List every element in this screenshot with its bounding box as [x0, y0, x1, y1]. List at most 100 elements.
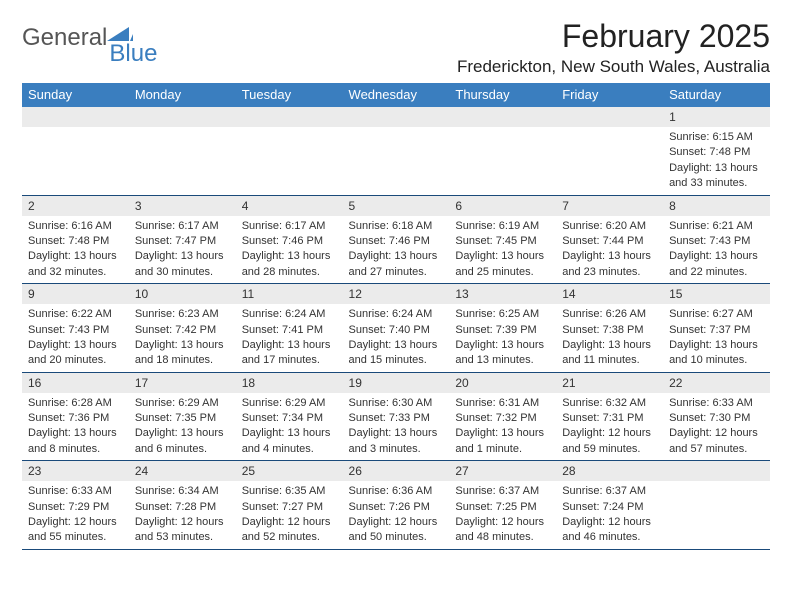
calendar-cell — [343, 107, 450, 196]
sunset-text: Sunset: 7:40 PM — [349, 323, 444, 338]
calendar-cell: 4Sunrise: 6:17 AMSunset: 7:46 PMDaylight… — [236, 195, 343, 284]
day-header: Tuesday — [236, 83, 343, 107]
empty-daynum — [556, 107, 663, 127]
calendar-week: 1Sunrise: 6:15 AMSunset: 7:48 PMDaylight… — [22, 107, 770, 196]
calendar-cell: 8Sunrise: 6:21 AMSunset: 7:43 PMDaylight… — [663, 195, 770, 284]
sunrise-text: Sunrise: 6:35 AM — [242, 484, 337, 499]
calendar-cell — [22, 107, 129, 196]
sunrise-text: Sunrise: 6:37 AM — [562, 484, 657, 499]
calendar-cell: 2Sunrise: 6:16 AMSunset: 7:48 PMDaylight… — [22, 195, 129, 284]
sunrise-text: Sunrise: 6:16 AM — [28, 219, 123, 234]
calendar-cell: 9Sunrise: 6:22 AMSunset: 7:43 PMDaylight… — [22, 284, 129, 373]
empty-daynum — [663, 461, 770, 481]
sunset-text: Sunset: 7:46 PM — [242, 234, 337, 249]
calendar-cell: 14Sunrise: 6:26 AMSunset: 7:38 PMDayligh… — [556, 284, 663, 373]
daylight-text: Daylight: 13 hours and 15 minutes. — [349, 338, 444, 369]
daylight-text: Daylight: 13 hours and 10 minutes. — [669, 338, 764, 369]
day-number: 7 — [556, 196, 663, 216]
sunset-text: Sunset: 7:26 PM — [349, 500, 444, 515]
day-detail: Sunrise: 6:20 AMSunset: 7:44 PMDaylight:… — [556, 216, 663, 284]
calendar-cell: 13Sunrise: 6:25 AMSunset: 7:39 PMDayligh… — [449, 284, 556, 373]
calendar-week: 9Sunrise: 6:22 AMSunset: 7:43 PMDaylight… — [22, 284, 770, 373]
day-header: Thursday — [449, 83, 556, 107]
daylight-text: Daylight: 13 hours and 8 minutes. — [28, 426, 123, 457]
sunrise-text: Sunrise: 6:32 AM — [562, 396, 657, 411]
daylight-text: Daylight: 13 hours and 33 minutes. — [669, 161, 764, 192]
day-number: 24 — [129, 461, 236, 481]
calendar-cell: 5Sunrise: 6:18 AMSunset: 7:46 PMDaylight… — [343, 195, 450, 284]
day-detail: Sunrise: 6:36 AMSunset: 7:26 PMDaylight:… — [343, 481, 450, 549]
day-detail: Sunrise: 6:33 AMSunset: 7:29 PMDaylight:… — [22, 481, 129, 549]
calendar-body: 1Sunrise: 6:15 AMSunset: 7:48 PMDaylight… — [22, 107, 770, 550]
daylight-text: Daylight: 13 hours and 30 minutes. — [135, 249, 230, 280]
daylight-text: Daylight: 12 hours and 53 minutes. — [135, 515, 230, 546]
daylight-text: Daylight: 13 hours and 28 minutes. — [242, 249, 337, 280]
daylight-text: Daylight: 12 hours and 57 minutes. — [669, 426, 764, 457]
sunset-text: Sunset: 7:41 PM — [242, 323, 337, 338]
calendar-week: 2Sunrise: 6:16 AMSunset: 7:48 PMDaylight… — [22, 195, 770, 284]
day-header: Wednesday — [343, 83, 450, 107]
daylight-text: Daylight: 13 hours and 11 minutes. — [562, 338, 657, 369]
day-detail: Sunrise: 6:17 AMSunset: 7:46 PMDaylight:… — [236, 216, 343, 284]
sunrise-text: Sunrise: 6:33 AM — [669, 396, 764, 411]
day-detail: Sunrise: 6:26 AMSunset: 7:38 PMDaylight:… — [556, 304, 663, 372]
logo-word2: Blue — [109, 40, 157, 68]
day-detail: Sunrise: 6:29 AMSunset: 7:34 PMDaylight:… — [236, 393, 343, 461]
calendar-cell: 1Sunrise: 6:15 AMSunset: 7:48 PMDaylight… — [663, 107, 770, 196]
sunset-text: Sunset: 7:43 PM — [669, 234, 764, 249]
daylight-text: Daylight: 13 hours and 17 minutes. — [242, 338, 337, 369]
sunrise-text: Sunrise: 6:15 AM — [669, 130, 764, 145]
location-subtitle: Frederickton, New South Wales, Australia — [457, 57, 770, 77]
daylight-text: Daylight: 12 hours and 48 minutes. — [455, 515, 550, 546]
sunset-text: Sunset: 7:42 PM — [135, 323, 230, 338]
calendar-cell: 12Sunrise: 6:24 AMSunset: 7:40 PMDayligh… — [343, 284, 450, 373]
sunrise-text: Sunrise: 6:24 AM — [349, 307, 444, 322]
day-number: 11 — [236, 284, 343, 304]
day-number: 20 — [449, 373, 556, 393]
sunset-text: Sunset: 7:30 PM — [669, 411, 764, 426]
sunset-text: Sunset: 7:28 PM — [135, 500, 230, 515]
calendar-week: 23Sunrise: 6:33 AMSunset: 7:29 PMDayligh… — [22, 461, 770, 550]
day-detail: Sunrise: 6:32 AMSunset: 7:31 PMDaylight:… — [556, 393, 663, 461]
sunrise-text: Sunrise: 6:36 AM — [349, 484, 444, 499]
sunset-text: Sunset: 7:36 PM — [28, 411, 123, 426]
daylight-text: Daylight: 13 hours and 25 minutes. — [455, 249, 550, 280]
sunset-text: Sunset: 7:48 PM — [669, 145, 764, 160]
day-number: 10 — [129, 284, 236, 304]
sunset-text: Sunset: 7:31 PM — [562, 411, 657, 426]
daylight-text: Daylight: 12 hours and 59 minutes. — [562, 426, 657, 457]
sunrise-text: Sunrise: 6:21 AM — [669, 219, 764, 234]
calendar-cell: 18Sunrise: 6:29 AMSunset: 7:34 PMDayligh… — [236, 372, 343, 461]
empty-daynum — [449, 107, 556, 127]
day-number: 21 — [556, 373, 663, 393]
sunrise-text: Sunrise: 6:29 AM — [242, 396, 337, 411]
logo-word1: General — [22, 24, 107, 52]
day-detail: Sunrise: 6:22 AMSunset: 7:43 PMDaylight:… — [22, 304, 129, 372]
sunrise-text: Sunrise: 6:26 AM — [562, 307, 657, 322]
daylight-text: Daylight: 13 hours and 1 minute. — [455, 426, 550, 457]
day-detail: Sunrise: 6:16 AMSunset: 7:48 PMDaylight:… — [22, 216, 129, 284]
day-number: 16 — [22, 373, 129, 393]
sunrise-text: Sunrise: 6:18 AM — [349, 219, 444, 234]
day-number: 8 — [663, 196, 770, 216]
sunrise-text: Sunrise: 6:30 AM — [349, 396, 444, 411]
page-header: General Blue February 2025 Frederickton,… — [22, 18, 770, 77]
calendar-cell: 20Sunrise: 6:31 AMSunset: 7:32 PMDayligh… — [449, 372, 556, 461]
daylight-text: Daylight: 13 hours and 3 minutes. — [349, 426, 444, 457]
day-detail: Sunrise: 6:24 AMSunset: 7:40 PMDaylight:… — [343, 304, 450, 372]
day-number: 5 — [343, 196, 450, 216]
day-number: 28 — [556, 461, 663, 481]
day-detail: Sunrise: 6:19 AMSunset: 7:45 PMDaylight:… — [449, 216, 556, 284]
day-number: 15 — [663, 284, 770, 304]
day-detail: Sunrise: 6:21 AMSunset: 7:43 PMDaylight:… — [663, 216, 770, 284]
empty-daynum — [22, 107, 129, 127]
calendar-cell: 28Sunrise: 6:37 AMSunset: 7:24 PMDayligh… — [556, 461, 663, 550]
calendar-cell: 22Sunrise: 6:33 AMSunset: 7:30 PMDayligh… — [663, 372, 770, 461]
daylight-text: Daylight: 13 hours and 27 minutes. — [349, 249, 444, 280]
day-number: 18 — [236, 373, 343, 393]
sunset-text: Sunset: 7:37 PM — [669, 323, 764, 338]
daylight-text: Daylight: 13 hours and 18 minutes. — [135, 338, 230, 369]
sunrise-text: Sunrise: 6:28 AM — [28, 396, 123, 411]
calendar-cell: 3Sunrise: 6:17 AMSunset: 7:47 PMDaylight… — [129, 195, 236, 284]
sunset-text: Sunset: 7:29 PM — [28, 500, 123, 515]
